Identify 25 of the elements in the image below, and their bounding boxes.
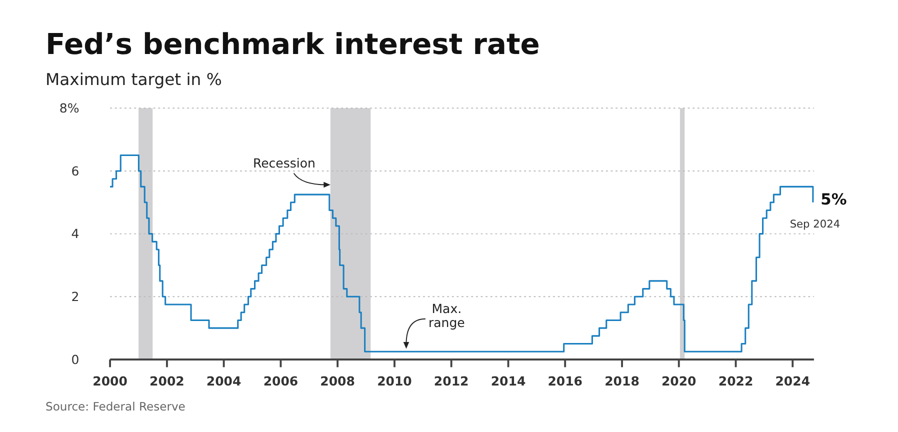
data-label: 5% xyxy=(820,190,847,208)
x-tick-label: 2020 xyxy=(661,373,697,388)
x-tick-label: 2016 xyxy=(548,373,583,388)
annotation: Recession xyxy=(252,155,316,170)
x-tick-label: 2012 xyxy=(434,373,469,388)
x-tick-label: 2010 xyxy=(377,373,412,388)
annotation: Sep 2024 xyxy=(790,218,840,230)
y-tick-label: 0 xyxy=(71,352,80,367)
y-tick-label: 6 xyxy=(71,163,80,178)
x-tick-label: 2008 xyxy=(320,373,355,388)
annotation: Max. range xyxy=(428,301,466,330)
chart-subtitle: Maximum target in % xyxy=(46,70,222,90)
x-tick-label: 2014 xyxy=(490,373,526,388)
x-tick-label: 2018 xyxy=(604,373,640,388)
x-tick-label: 2000 xyxy=(92,373,128,388)
x-tick-label: 2004 xyxy=(206,373,242,388)
source-note: Source: Federal Reserve xyxy=(46,400,186,414)
x-tick-label: 2002 xyxy=(150,373,184,388)
y-tick-label: 8% xyxy=(59,100,80,116)
y-tick-label: 2 xyxy=(71,289,80,304)
x-tick-label: 2006 xyxy=(263,373,298,388)
x-tick-label: 2022 xyxy=(718,373,754,388)
x-tick-label: 2024 xyxy=(775,373,810,388)
chart-title: Fed’s benchmark interest rate xyxy=(46,27,540,62)
y-tick-label: 4 xyxy=(71,226,80,242)
